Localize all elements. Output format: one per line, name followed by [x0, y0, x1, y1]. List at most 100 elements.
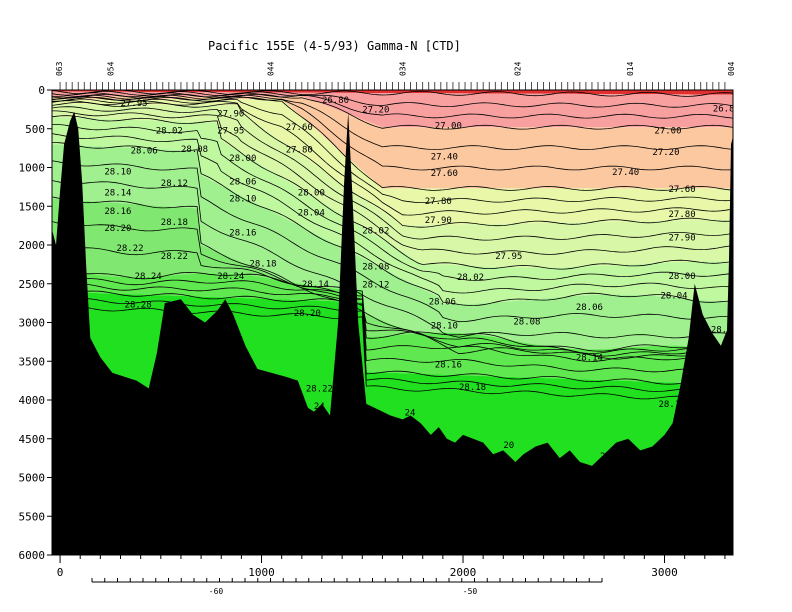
contour-label: 28.22: [161, 252, 188, 262]
y-tick-label: 2500: [19, 278, 46, 291]
contour-label: 20: [503, 441, 514, 451]
contour-label: 28.16: [104, 207, 131, 217]
y-tick-label: 1000: [19, 162, 46, 175]
contour-label: 28.06: [429, 298, 456, 308]
color-band-6: [52, 144, 733, 358]
y-tick-label: 2000: [19, 239, 46, 252]
contour-label: 28.24: [217, 272, 244, 282]
color-band-8: [52, 267, 733, 385]
contour-label: 28.18: [658, 400, 685, 410]
contour-label: 28.02: [362, 226, 389, 236]
contour-label: 28.10: [431, 322, 458, 332]
contour-label: 28.12: [362, 281, 389, 291]
contour-label: 28.28: [125, 301, 152, 311]
contour-label: 28.11: [711, 325, 738, 335]
contour-label: 27.20: [362, 105, 389, 115]
contour-label: 28.18: [161, 218, 188, 228]
y-tick-label: 1500: [19, 200, 46, 213]
contour-lines: [52, 90, 733, 402]
contour-line: [52, 283, 733, 376]
contour-label: 27.95: [495, 252, 522, 262]
contour-line: [52, 101, 733, 228]
contour-label: 27.90: [217, 109, 244, 119]
contour-label: 28.08: [513, 318, 540, 328]
contour-line: [52, 124, 733, 281]
contour-line: [52, 106, 733, 241]
contour-line: [52, 94, 733, 150]
contour-label: 28.14: [302, 280, 329, 290]
axes: 0 500 1000 1500 2000 2500 3000 3500 4000 4500 5000…: [19, 61, 736, 596]
y-tick-label: 4500: [19, 433, 46, 446]
contour-line: [52, 266, 733, 353]
color-band-1: [52, 91, 733, 128]
contour-label: 28.06: [131, 146, 158, 156]
contour-label: 28.10: [104, 167, 131, 177]
color-band-3: [52, 99, 733, 226]
y-tick-label: 5500: [19, 510, 46, 523]
contour-label: 28.18: [459, 383, 486, 393]
contour-label: 28.02: [457, 273, 484, 283]
contour-label: 27.60: [669, 185, 696, 195]
contour-label: 27.00: [435, 122, 462, 132]
contour-line: [52, 92, 733, 119]
contour-label: 27.40: [612, 168, 639, 178]
contour-label: 28.04: [660, 291, 687, 301]
x-tick-label: 3000: [651, 566, 678, 579]
color-band-4: [52, 104, 733, 268]
y-tick-label: 3000: [19, 317, 46, 330]
latitude-tick-label: -50: [463, 587, 478, 596]
contour-label: 27.95: [217, 126, 244, 136]
station-label: 034: [399, 61, 408, 76]
x-tick-label: 0: [57, 566, 64, 579]
contour-label: 28.14: [576, 353, 603, 363]
contour-label: 27.00: [654, 126, 681, 136]
contour-label: 24: [405, 408, 416, 418]
station-label: 044: [267, 61, 276, 76]
station-label: 024: [513, 61, 522, 76]
contour-label: 28.00: [669, 272, 696, 282]
chart-title: Pacific 155E (4-5/93) Gamma-N [CTD]: [208, 39, 461, 53]
contour-label: 28.02: [156, 126, 183, 136]
contour-line: [52, 245, 733, 354]
color-band-0: [52, 90, 733, 95]
contour-label: 28.00: [298, 188, 325, 198]
contour-label: 26.80: [322, 96, 349, 106]
y-tick-label: 6000: [19, 549, 46, 562]
station-label: 014: [626, 61, 635, 76]
contour-line: [52, 276, 733, 365]
contour-label: 28.10: [229, 195, 256, 205]
contour-line: [52, 180, 733, 339]
bottom-topography: [52, 111, 733, 555]
contour-line: [52, 196, 733, 360]
contour-line: [52, 98, 733, 203]
contour-line: [52, 142, 733, 307]
contour-label: 27.80: [425, 197, 452, 207]
contour-labels: 27.95 27.90 26.80 27.20 26.80 28.02 27.95 27.60…: [104, 96, 740, 462]
y-tick-label: 3500: [19, 355, 46, 368]
contour-line: [52, 115, 733, 270]
contour-label: 28.22: [306, 384, 333, 394]
contour-label: 27.80: [286, 146, 313, 156]
contour-label: 28.06: [576, 303, 603, 313]
contour-label: 27.80: [669, 210, 696, 220]
station-label: 004: [727, 61, 736, 76]
contour-label: 28.08: [181, 145, 208, 155]
contour-label: 26.80: [713, 105, 740, 115]
contour-line: [52, 95, 733, 171]
contour-label: 28.12: [161, 179, 188, 189]
contour-label: 28.22: [116, 244, 143, 254]
contour-label: 28.04: [298, 208, 325, 218]
y-tick-label: 5000: [19, 472, 46, 485]
station-label: 063: [55, 61, 64, 76]
contour-label: 27.60: [286, 123, 313, 133]
contour-label: 28.20: [294, 309, 321, 319]
contour-label: 27.90: [425, 216, 452, 226]
contour-label: 27.90: [669, 233, 696, 243]
contour-line: [52, 298, 733, 395]
contour-line: [52, 96, 733, 191]
x-tick-label: 2000: [450, 566, 477, 579]
plot-area: 27.95 27.90 26.80 27.20 26.80 28.02 27.95 27.60…: [52, 90, 740, 555]
contour-label: 28.24: [135, 272, 162, 282]
contour-label: 28.20: [104, 224, 131, 234]
